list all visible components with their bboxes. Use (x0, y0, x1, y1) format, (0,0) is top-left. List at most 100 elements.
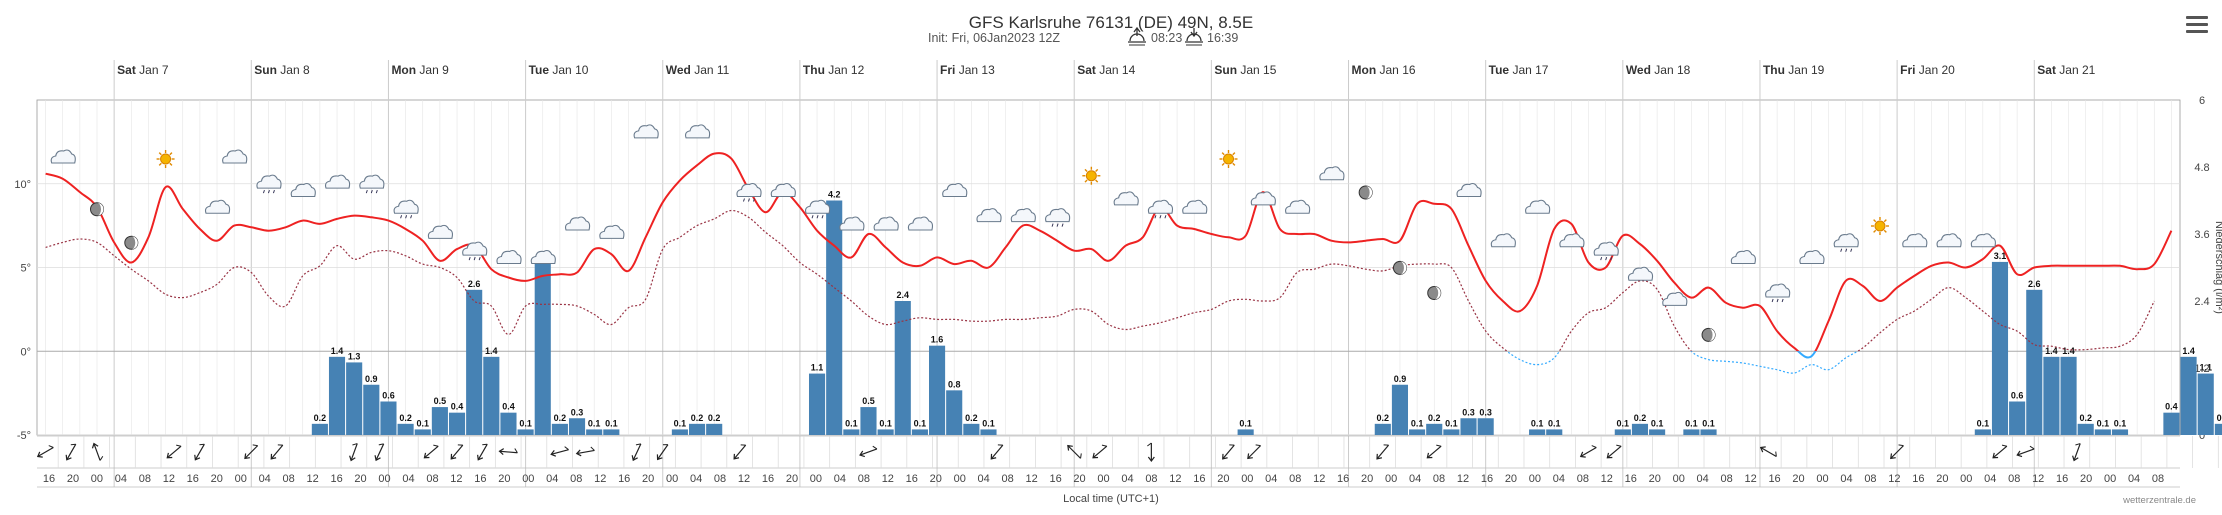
precipitation-axis: 6 4.8 3.6 2.4 1.2 0 (2194, 95, 2209, 442)
cloud-icon (1902, 233, 1928, 248)
precip-bar-label: 4.2 (828, 190, 841, 200)
hour-tick-label: 08 (1145, 473, 1157, 485)
day-label: Tue Jan 17 (1489, 63, 1549, 77)
sun-ray (1221, 162, 1225, 166)
precipitation-tick-label: 1.2 (2194, 363, 2209, 375)
hour-tick-label: 04 (402, 473, 414, 485)
precip-bar (328, 356, 346, 435)
wind-shaft (859, 448, 878, 456)
precip-bar-label: 1.1 (2199, 363, 2212, 373)
precip-bar-label: 1.3 (348, 351, 361, 361)
hour-tick-label: 12 (1601, 473, 1613, 485)
rain-drop (400, 215, 403, 219)
precip-bar-label: 0.2 (965, 413, 978, 423)
rain-drop (1845, 248, 1848, 252)
cloud-icon (942, 182, 968, 198)
cloud-icon (1490, 233, 1516, 248)
rain-drop (1605, 256, 1608, 261)
hour-tick-label: 20 (67, 473, 79, 485)
wind-shaft (477, 443, 488, 461)
wind-barb (635, 443, 641, 446)
wind-barb (176, 444, 182, 447)
sun-disc (1223, 153, 1235, 165)
hour-tick-label: 16 (1337, 473, 1349, 485)
cloud-icon (427, 224, 453, 239)
rain-drop (405, 215, 408, 219)
precip-bar (2197, 373, 2214, 435)
cloud-shape (204, 199, 231, 214)
temperature-tick-label: 0° (20, 346, 31, 358)
precip-bar-label: 1.4 (2062, 346, 2075, 356)
cloud-shape (684, 124, 711, 139)
sun-ray (1232, 152, 1236, 156)
wind-arrow-icon (1067, 444, 1082, 459)
sun-ray (169, 162, 173, 166)
rain-drop (753, 198, 755, 202)
wind-shaft (93, 443, 101, 461)
precip-bar-label: 1.4 (2182, 346, 2195, 356)
wind-arrow-icon (65, 443, 77, 461)
wind-shaft (2017, 448, 2035, 456)
cloud-icon (1627, 266, 1654, 281)
cloud-icon (873, 216, 899, 231)
precip-bar (706, 423, 723, 435)
sun-ray (1873, 229, 1877, 233)
sunset-icon (1185, 28, 1203, 46)
hour-tick-label: 12 (738, 473, 750, 485)
precip-bar-label: 0.1 (605, 418, 618, 428)
precip-bar-label: 0.1 (1685, 418, 1698, 428)
hamburger-menu-icon[interactable] (2186, 16, 2208, 34)
dewpoint-line (45, 209, 2155, 352)
cloud-shape (324, 174, 351, 189)
wind-head (1092, 452, 1099, 459)
wind-arrow-icon (656, 444, 669, 461)
precip-bar-label: 2.4 (897, 290, 910, 300)
wind-arrow-icon (477, 443, 488, 461)
cloud-shape (393, 199, 419, 214)
precip-bar-label: 0.2 (2079, 413, 2092, 423)
wind-head (36, 451, 43, 458)
hour-tick-label: 04 (115, 473, 127, 485)
wind-head (2072, 455, 2079, 462)
day-label: Sat Jan 7 (117, 63, 169, 77)
cloud-shape (462, 241, 488, 256)
wind-shaft (1606, 445, 1622, 459)
wind-head (631, 455, 638, 462)
cloud-icon (839, 216, 865, 231)
hour-tick-label: 12 (1457, 473, 1469, 485)
precip-bar-label: 0.1 (588, 418, 601, 428)
hour-tick-label: 12 (307, 473, 319, 485)
hour-tick-label: 20 (642, 473, 654, 485)
cloud-icon (1010, 208, 1036, 223)
precip-bar-label: 0.2 (554, 413, 567, 423)
sunset-time: 16:39 (1207, 31, 1238, 45)
cloud-icon (1456, 182, 1482, 198)
precip-bar (2009, 401, 2026, 435)
wind-shaft (733, 444, 747, 460)
wind-head (1426, 452, 1433, 459)
wind-arrow-icon (1890, 444, 1904, 460)
wind-arrow-icon (423, 444, 439, 459)
wind-shaft (576, 449, 595, 455)
precip-bar-label: 0.6 (2011, 391, 2024, 401)
rain-drop (1159, 215, 1162, 219)
precip-bar (808, 373, 826, 435)
wind-shaft (1580, 446, 1597, 458)
precip-bar (1443, 429, 1460, 435)
rain-drop (811, 215, 814, 219)
hour-tick-label: 20 (930, 473, 942, 485)
cloud-shape (1902, 233, 1928, 248)
precip-bar-label: 0.8 (948, 379, 961, 389)
hour-tick-label: 04 (2128, 473, 2140, 485)
temperature-line (45, 152, 2173, 352)
precip-bar-label: 0.1 (845, 418, 858, 428)
wind-barb (2001, 444, 2007, 447)
hour-tick-label: 16 (762, 473, 774, 485)
precip-bar (1426, 423, 1443, 435)
precip-bar (1529, 429, 1546, 435)
rain-cloud-icon (462, 241, 488, 261)
cloud-icon (1113, 191, 1139, 206)
precip-bar-label: 1.4 (331, 346, 344, 356)
cloud-shape (633, 124, 659, 139)
precip-bar-label: 0.1 (1531, 418, 1544, 428)
